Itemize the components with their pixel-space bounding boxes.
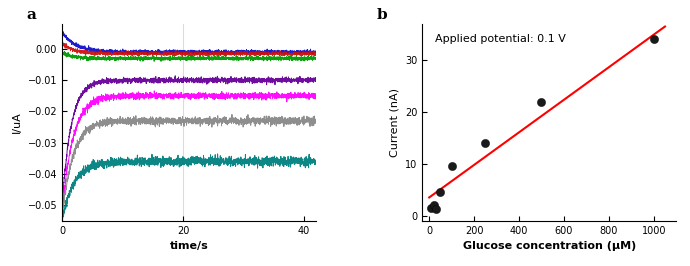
Text: Applied potential: 0.1 V: Applied potential: 0.1 V bbox=[435, 34, 566, 44]
Text: a: a bbox=[27, 8, 37, 22]
X-axis label: Glucose concentration (μM): Glucose concentration (μM) bbox=[463, 241, 636, 251]
Y-axis label: I/uA: I/uA bbox=[12, 111, 22, 133]
Text: b: b bbox=[377, 8, 387, 22]
X-axis label: time/s: time/s bbox=[170, 241, 208, 251]
Point bbox=[648, 37, 659, 41]
Point bbox=[480, 141, 491, 145]
Point bbox=[428, 203, 440, 207]
Y-axis label: Current (nA): Current (nA) bbox=[390, 88, 400, 157]
Point bbox=[536, 99, 547, 104]
Point bbox=[426, 206, 437, 210]
Point bbox=[431, 207, 442, 211]
Point bbox=[435, 190, 446, 194]
Point bbox=[446, 164, 457, 169]
